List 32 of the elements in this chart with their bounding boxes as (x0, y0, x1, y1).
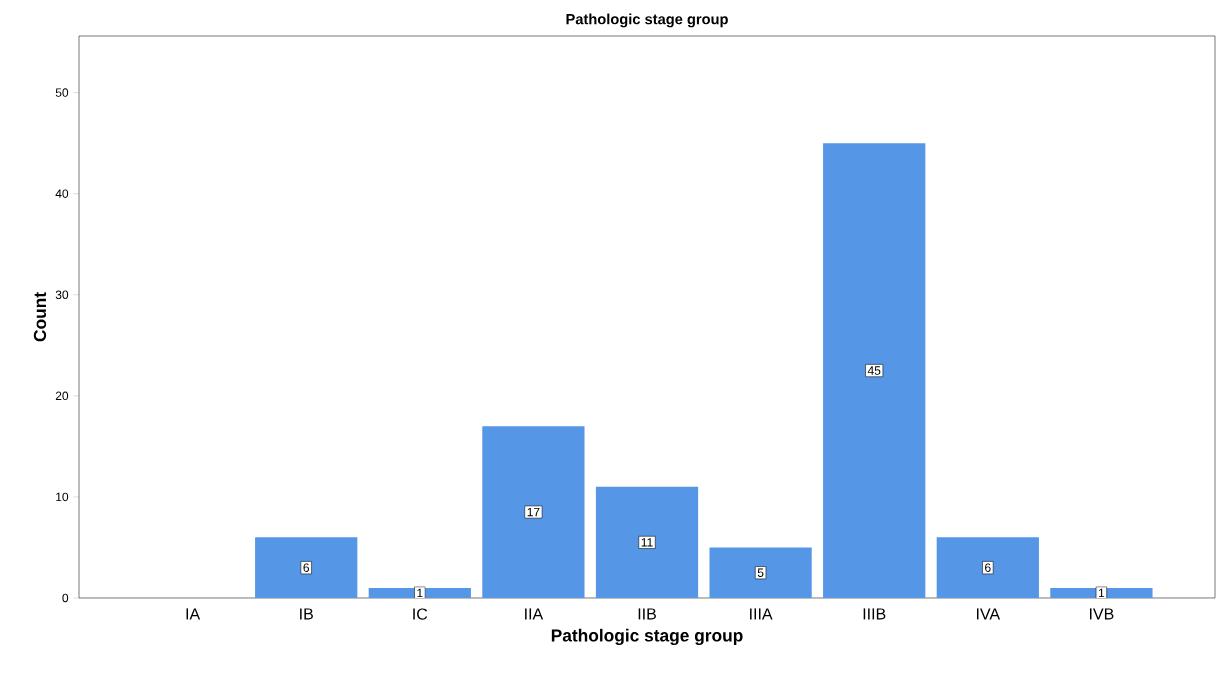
data-label: 6 (303, 563, 310, 572)
y-tick-label: 50 (55, 88, 69, 97)
y-axis-title: Count (33, 292, 47, 342)
x-tick-label: IIIB (863, 608, 886, 620)
x-tick-label: IIA (525, 608, 544, 620)
y-tick-label: 30 (55, 290, 69, 300)
y-tick-label: 10 (56, 492, 69, 502)
bar (595, 486, 699, 598)
y-tick-label: 20 (55, 391, 69, 401)
chart-title: Pathologic stage group (566, 13, 728, 28)
bar (936, 537, 1039, 598)
data-label: 1 (417, 588, 423, 598)
y-tick-label: 0 (62, 593, 69, 603)
bar (823, 143, 926, 598)
bar (255, 537, 358, 598)
data-label: 5 (757, 568, 764, 577)
x-tick-label: IVA (976, 608, 1001, 620)
bar (709, 547, 812, 598)
data-label: 1 (1098, 588, 1105, 598)
data-label: 11 (641, 538, 653, 547)
data-label: 6 (985, 563, 991, 572)
data-label: 45 (867, 366, 881, 375)
x-tick-label: IA (186, 608, 201, 620)
x-tick-label: IB (300, 608, 313, 620)
x-tick-label: IC (413, 608, 428, 620)
x-tick-label: IIB (638, 608, 656, 620)
y-tick-label: 40 (55, 189, 69, 198)
x-tick-label: IVB (1090, 608, 1114, 620)
bar (482, 426, 585, 598)
data-label: 17 (527, 507, 540, 517)
x-tick-label: IIIA (750, 608, 773, 620)
x-axis-title: Pathologic stage group (551, 628, 743, 646)
